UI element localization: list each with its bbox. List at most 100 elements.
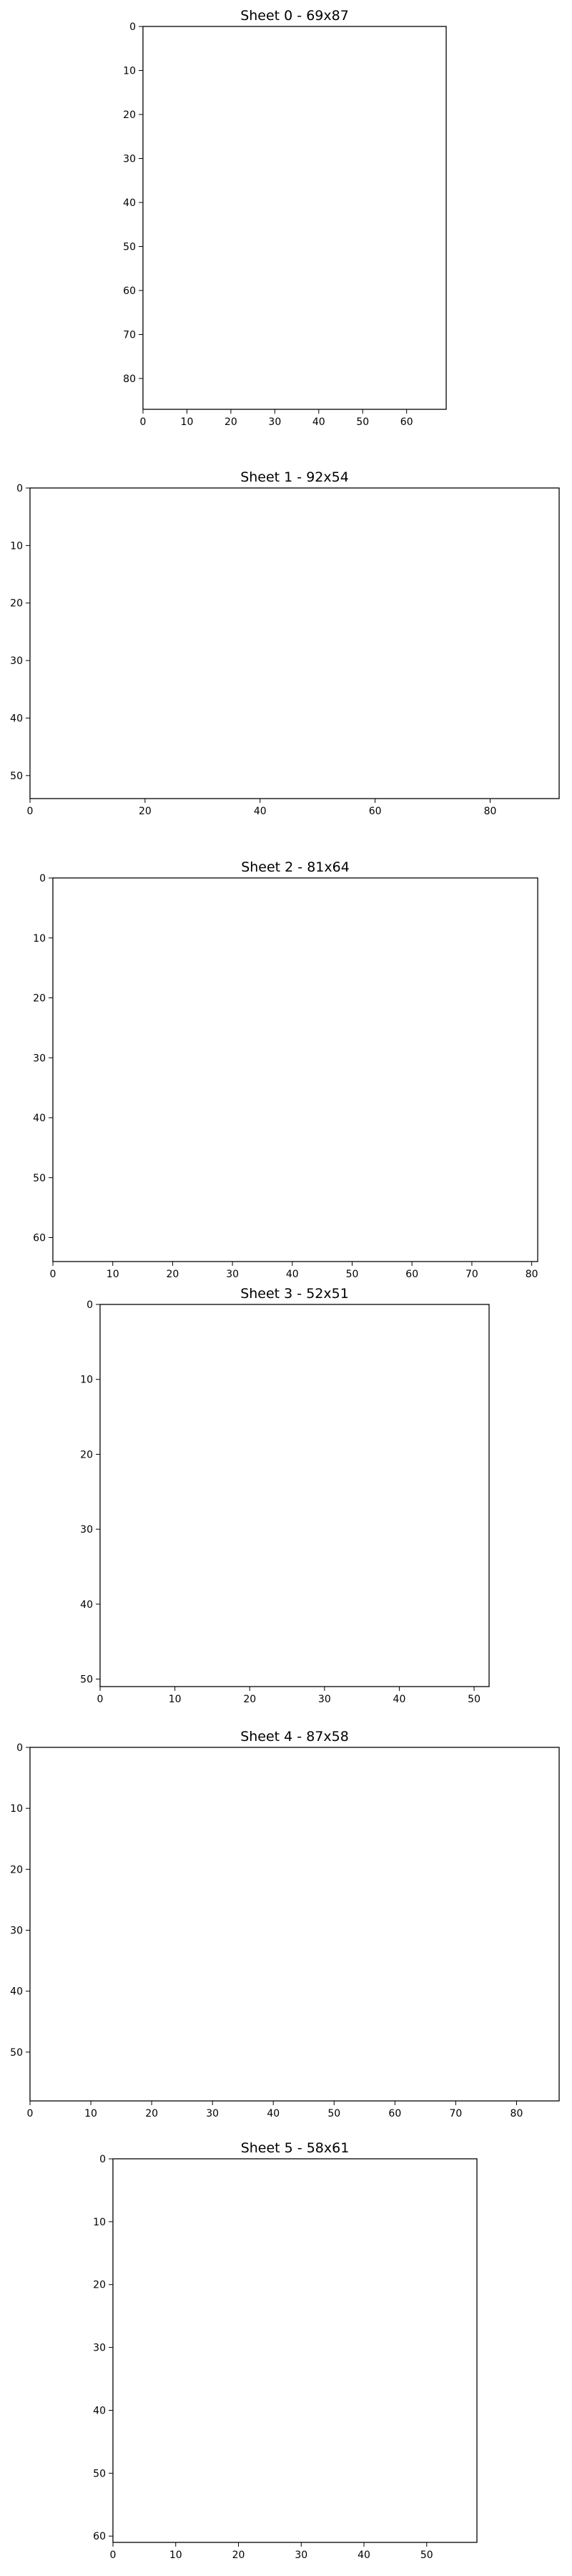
y-tick-label: 60 <box>123 286 136 297</box>
plot-border <box>29 1747 560 2102</box>
y-tick-label: 0 <box>16 483 23 494</box>
x-tick-label: 20 <box>232 2550 245 2561</box>
y-tick-label: 40 <box>80 1599 93 1611</box>
y-tick-label: 30 <box>80 1524 93 1536</box>
y-tick-label: 50 <box>93 2468 106 2479</box>
y-tick-label: 20 <box>10 598 23 610</box>
x-tick-label: 10 <box>169 2550 182 2561</box>
plot-border <box>142 26 447 410</box>
x-tick-label: 30 <box>206 2108 219 2119</box>
sheet-title: Sheet 1 - 92x54 <box>240 469 349 485</box>
x-tick-label: 40 <box>254 806 267 817</box>
x-tick-label: 50 <box>327 2108 340 2119</box>
y-tick-label: 10 <box>93 2217 106 2228</box>
x-tick-label: 20 <box>243 1694 256 1705</box>
y-tick-label: 40 <box>123 197 136 209</box>
y-tick-label: 40 <box>10 713 23 724</box>
y-tick-label: 10 <box>80 1375 93 1386</box>
x-tick-label: 20 <box>139 806 152 817</box>
y-tick-label: 80 <box>123 374 136 385</box>
y-tick-label: 10 <box>10 540 23 552</box>
y-tick-label: 10 <box>10 1803 23 1815</box>
y-tick-label: 0 <box>39 873 46 884</box>
plot-border <box>52 877 538 1262</box>
plot-border <box>29 487 560 799</box>
y-tick-label: 30 <box>93 2343 106 2354</box>
x-tick-label: 50 <box>346 1269 359 1280</box>
x-tick-label: 20 <box>166 1269 179 1280</box>
y-tick-label: 50 <box>80 1674 93 1686</box>
y-tick-label: 20 <box>33 993 46 1005</box>
y-tick-label: 20 <box>80 1449 93 1460</box>
x-tick-label: 60 <box>388 2108 401 2119</box>
x-tick-label: 0 <box>27 2108 34 2119</box>
x-tick-label: 0 <box>110 2550 117 2561</box>
x-tick-label: 80 <box>526 1269 538 1280</box>
plot-border <box>99 1304 490 1687</box>
y-tick-label: 40 <box>93 2405 106 2416</box>
y-tick-label: 20 <box>10 1864 23 1875</box>
x-tick-label: 0 <box>97 1694 104 1705</box>
x-tick-label: 0 <box>50 1269 56 1280</box>
x-tick-label: 20 <box>225 416 237 428</box>
y-tick-label: 50 <box>33 1173 46 1184</box>
x-tick-label: 40 <box>358 2550 370 2561</box>
x-tick-label: 70 <box>449 2108 462 2119</box>
sheet-3: Sheet 3 - 52x511840102030405001020304050 <box>80 1286 490 1705</box>
sheet-title: Sheet 3 - 52x51 <box>240 1286 349 1302</box>
x-tick-label: 30 <box>295 2550 307 2561</box>
sheet-5: Sheet 5 - 58x619171501020304050010203040… <box>93 2140 478 2561</box>
y-tick-label: 50 <box>123 241 136 253</box>
sheet-4: Sheet 4 - 87x581201322031701020304050607… <box>10 1729 560 2119</box>
y-tick-label: 0 <box>87 1299 93 1311</box>
sheet-title: Sheet 2 - 81x64 <box>241 859 350 875</box>
sheet-title: Sheet 4 - 87x58 <box>240 1729 349 1745</box>
x-tick-label: 40 <box>393 1694 406 1705</box>
y-tick-label: 10 <box>123 65 136 77</box>
x-tick-label: 30 <box>226 1269 239 1280</box>
x-tick-label: 40 <box>286 1269 299 1280</box>
x-tick-label: 10 <box>181 416 194 428</box>
y-tick-label: 30 <box>33 1053 46 1064</box>
x-tick-label: 80 <box>511 2108 523 2119</box>
y-tick-label: 20 <box>93 2280 106 2291</box>
y-tick-label: 0 <box>99 2154 106 2165</box>
y-tick-label: 60 <box>33 1233 46 1244</box>
x-tick-label: 30 <box>318 1694 331 1705</box>
y-tick-label: 20 <box>123 109 136 121</box>
x-tick-label: 40 <box>312 416 325 428</box>
x-tick-label: 60 <box>405 1269 418 1280</box>
y-tick-label: 50 <box>10 2047 23 2059</box>
sheet-2: Sheet 2 - 81x64 0 10 20 30 40 50 60 70 80 0 10 20 30 4… <box>33 859 538 1280</box>
y-tick-label: 40 <box>33 1113 46 1124</box>
x-tick-label: 50 <box>468 1694 480 1705</box>
y-tick-label: 10 <box>33 933 46 945</box>
sheet-title: Sheet 0 - 69x87 <box>240 8 349 24</box>
x-tick-label: 80 <box>484 806 497 817</box>
y-tick-label: 30 <box>123 153 136 165</box>
y-tick-label: 60 <box>93 2531 106 2542</box>
x-tick-label: 20 <box>145 2108 158 2119</box>
x-tick-label: 60 <box>400 416 413 428</box>
x-tick-label: 10 <box>107 1269 119 1280</box>
x-tick-label: 10 <box>84 2108 97 2119</box>
sheet-title: Sheet 5 - 58x61 <box>241 2140 350 2156</box>
x-tick-label: 50 <box>356 416 369 428</box>
x-tick-label: 0 <box>27 806 34 817</box>
sheet-1: Sheet 1 - 92x546161911581410020406080010… <box>10 469 560 817</box>
x-tick-label: 40 <box>267 2108 280 2119</box>
x-tick-label: 50 <box>420 2550 433 2561</box>
sheet-0: Sheet 0 - 69x87 0 10 20 30 40 50 60 0 10 20 30 40 50 6… <box>123 8 447 428</box>
y-tick-label: 0 <box>16 1742 23 1754</box>
x-tick-label: 0 <box>140 416 147 428</box>
y-tick-label: 40 <box>10 1986 23 1998</box>
y-tick-label: 50 <box>10 771 23 782</box>
x-tick-label: 60 <box>369 806 382 817</box>
x-tick-label: 70 <box>465 1269 478 1280</box>
x-tick-label: 10 <box>169 1694 182 1705</box>
x-tick-label: 30 <box>268 416 281 428</box>
y-tick-label: 70 <box>123 329 136 341</box>
y-tick-label: 0 <box>129 21 136 33</box>
plot-border <box>112 2158 478 2543</box>
